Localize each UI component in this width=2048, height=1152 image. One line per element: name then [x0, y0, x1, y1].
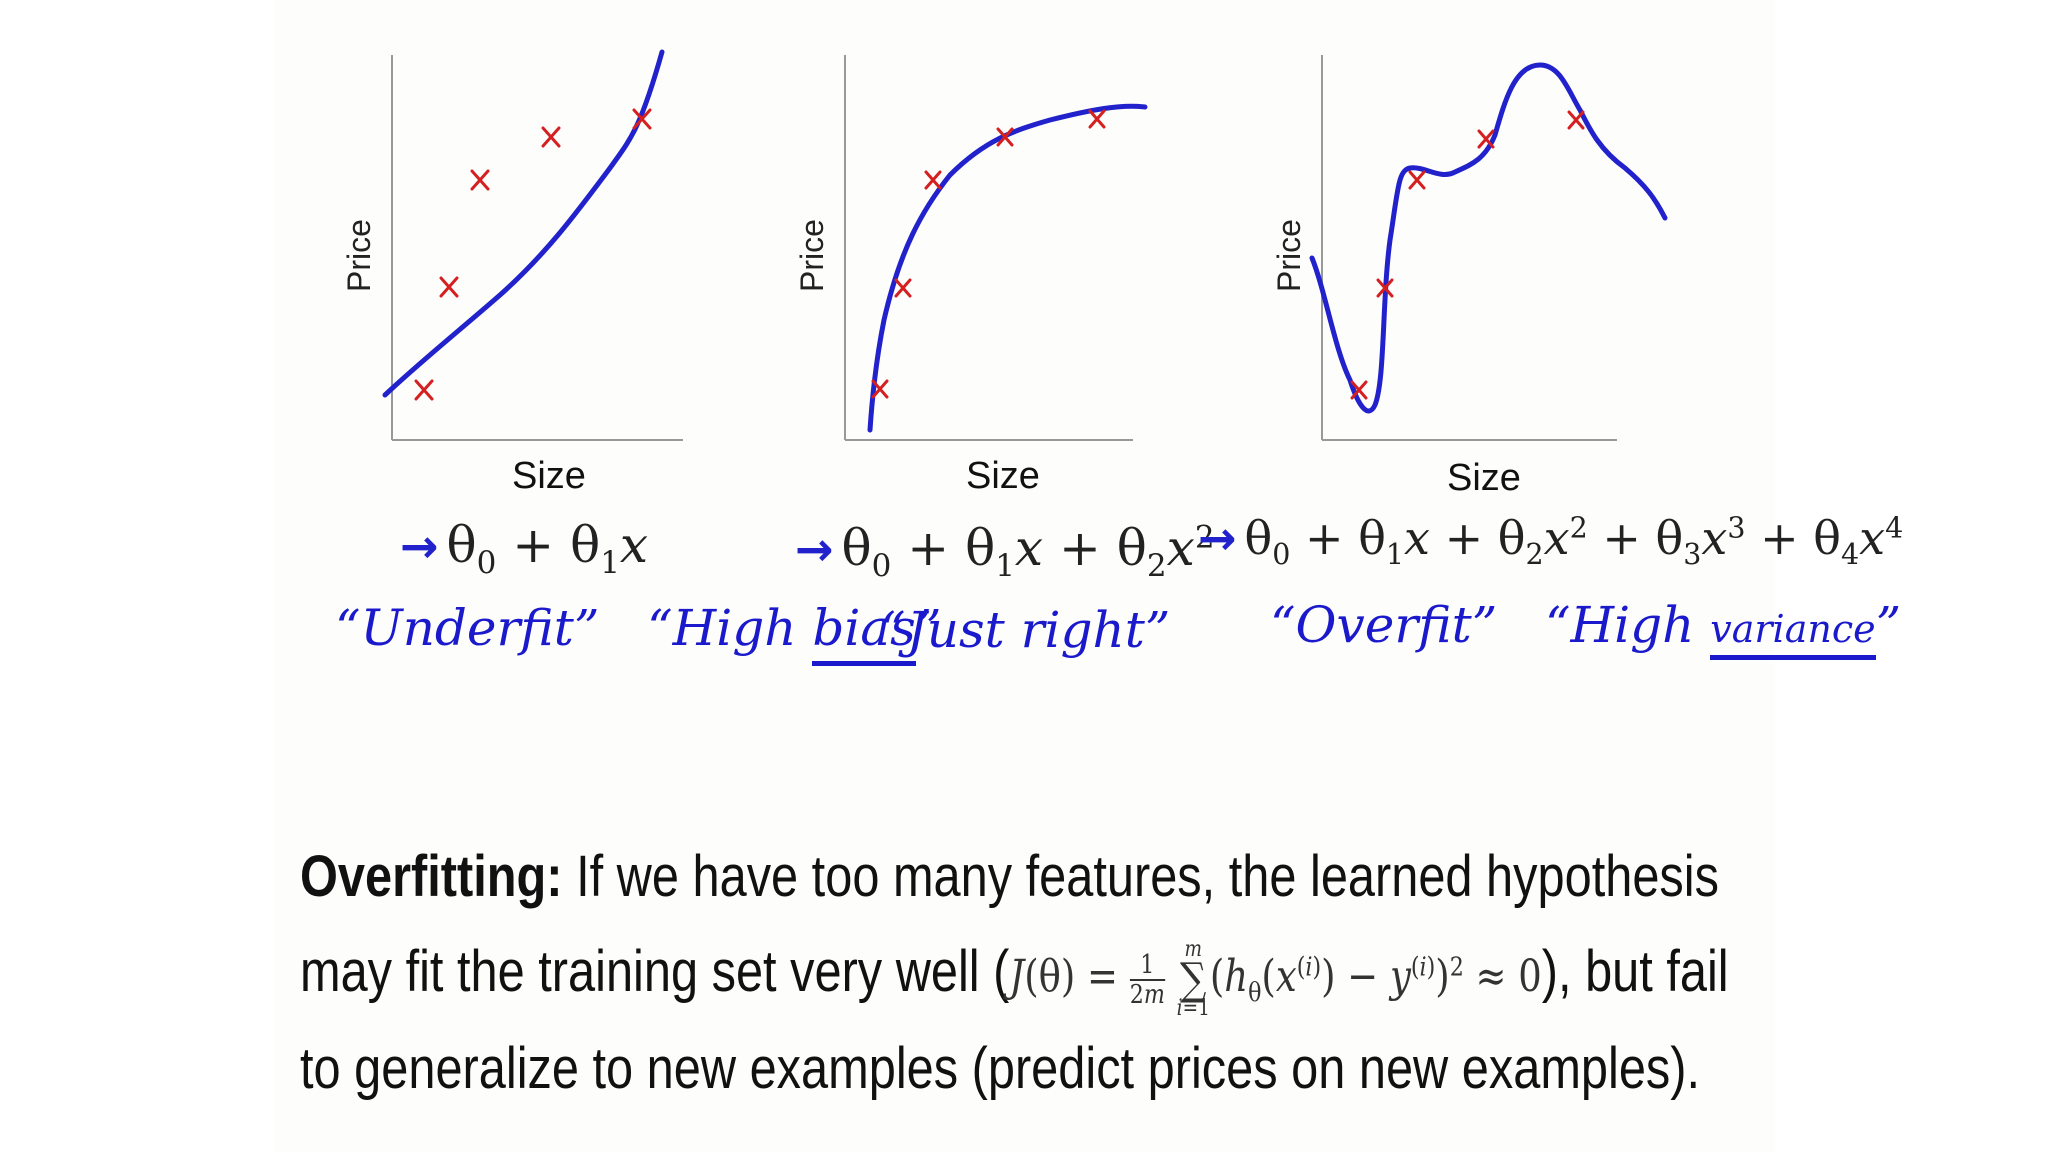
data-point [1376, 278, 1394, 298]
plot-underfit: Price Size [341, 49, 683, 497]
note-just-right-label: “Just right” [880, 601, 1171, 659]
formula-underfit: → θ0 + θ1x [400, 520, 648, 579]
data-point [1350, 380, 1368, 400]
data-point [1088, 109, 1106, 129]
note-underfit: “Underfit” “High bias” [335, 599, 941, 666]
arrow-icon: → [1198, 511, 1237, 566]
note-overfit-label: “Overfit” [1270, 596, 1498, 654]
paragraph-line-2: may fit the training set very well (J(θ)… [300, 939, 1729, 1020]
formula-just-right: → θ0 + θ1x + θ2x2 [795, 522, 1215, 582]
y-axis-label: Price [341, 219, 377, 292]
data-point [1477, 129, 1495, 149]
note-high-label: “High [1544, 596, 1711, 654]
data-point [996, 127, 1014, 147]
x-axis-label: Size [1447, 457, 1521, 499]
formula-text: θ0 + θ1x + θ2x2 [841, 518, 1215, 584]
data-point [1567, 110, 1585, 130]
y-axis-label: Price [794, 219, 830, 292]
note-just-right: “Just right” [880, 605, 1170, 655]
cost-function-formula: J(θ) = 1 2m m ∑ i=1 (hθ(x(i)) − y(i))2 ≈ 0 [1009, 937, 1542, 1022]
data-point [470, 169, 490, 191]
data-point [871, 379, 889, 399]
note-overfit: “Overfit” “High variance” [1270, 600, 1901, 660]
data-points [1350, 110, 1585, 400]
data-point [541, 126, 561, 148]
paragraph-title: Overfitting: [300, 844, 563, 909]
plot-overfit: Price Size [1271, 55, 1668, 499]
data-point [894, 278, 912, 298]
paragraph-line-3-text: to generalize to new examples (predict p… [300, 1036, 1701, 1101]
note-underfit-label: “Underfit” [335, 599, 600, 657]
paragraph-line-3: to generalize to new examples (predict p… [300, 1040, 1700, 1098]
note-close-quote: ” [1875, 596, 1902, 654]
arrow-icon: → [795, 521, 834, 576]
plot-just-right: Price Size [794, 55, 1148, 497]
slide-panel [275, 0, 1775, 1152]
y-axis-label: Price [1271, 219, 1307, 292]
paragraph-line-1: Overfitting: If we have too many feature… [300, 848, 1719, 906]
data-point [924, 170, 942, 190]
data-point [632, 108, 652, 130]
formula-text: θ0 + θ1x + θ2x2 + θ3x3 + θ4x4 [1244, 511, 1904, 572]
note-bias-label: bias [812, 599, 916, 666]
x-axis-label: Size [512, 455, 586, 497]
data-points [871, 109, 1106, 399]
fit-curve-linear [382, 49, 665, 398]
x-axis-label: Size [966, 455, 1040, 497]
data-point [414, 379, 434, 401]
data-point [1408, 170, 1426, 190]
paragraph-line-2b: ), but fail [1541, 939, 1729, 1005]
fit-curve-quartic [1309, 62, 1668, 414]
note-high-label: “High [647, 599, 813, 657]
fit-curve-quadratic [867, 103, 1148, 433]
arrow-icon: → [400, 519, 439, 573]
paragraph-line-1-text: If we have too many features, the learne… [562, 844, 1719, 909]
paragraph-line-2a: may fit the training set very well ( [300, 939, 1010, 1005]
note-variance-label: variance [1710, 607, 1876, 660]
formula-text: θ0 + θ1x [446, 516, 649, 581]
data-points [414, 108, 652, 401]
data-point [439, 276, 459, 298]
note-close-quote: ” [915, 599, 942, 657]
formula-overfit: → θ0 + θ1x + θ2x2 + θ3x3 + θ4x4 [1198, 511, 1903, 570]
